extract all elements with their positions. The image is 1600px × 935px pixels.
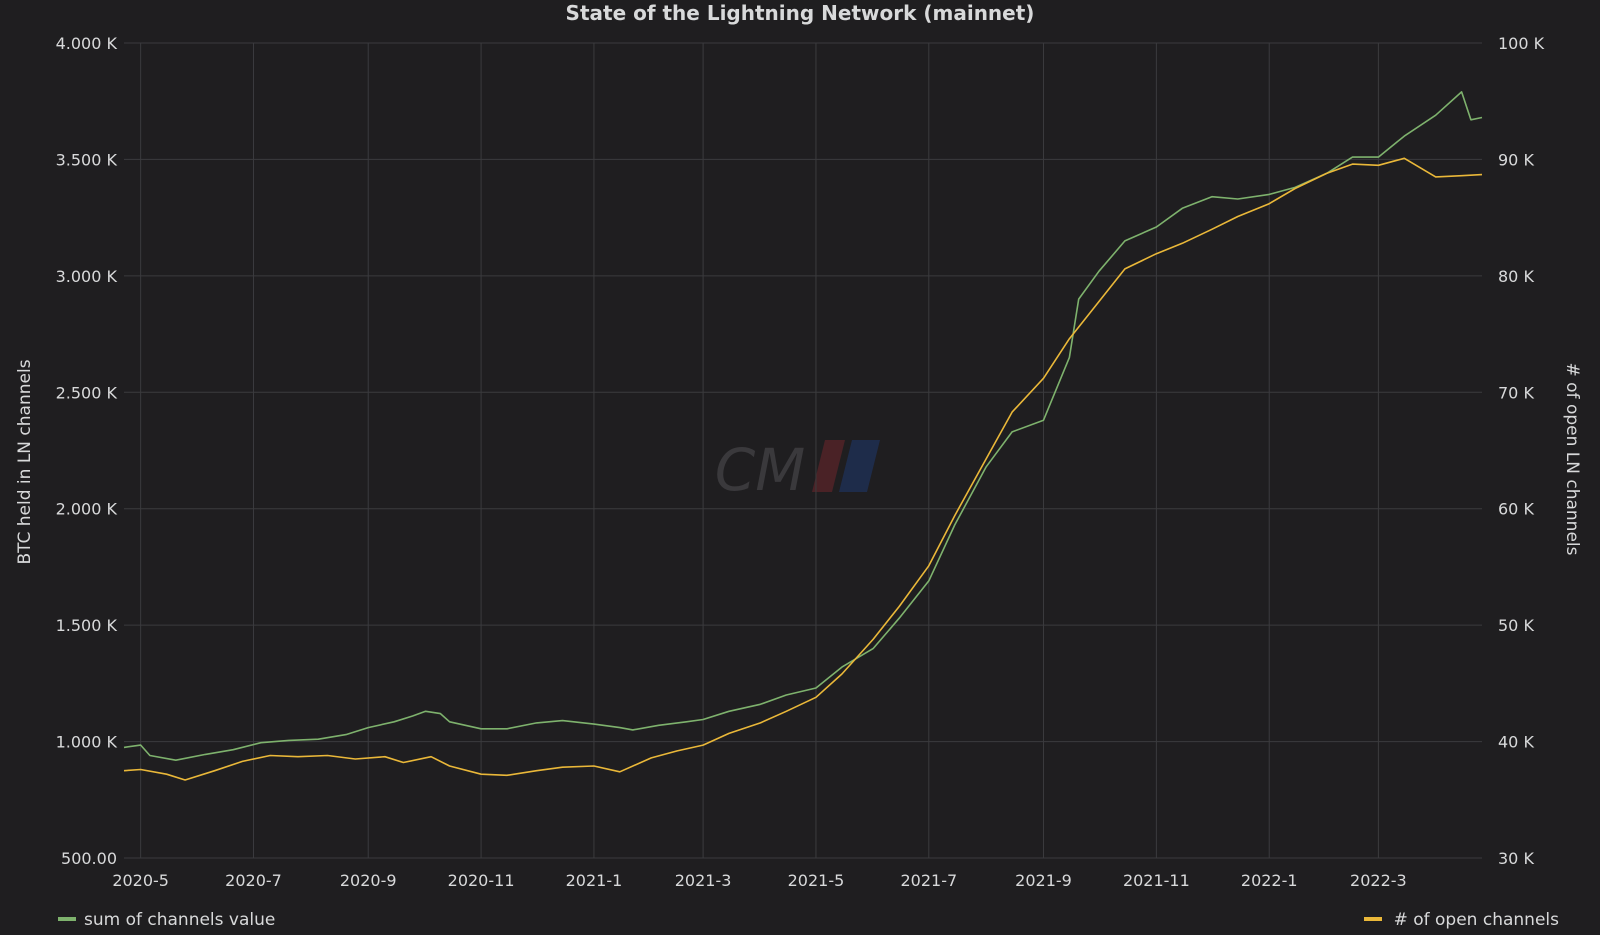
right-axis: 30 K 40 K 50 K 60 K 70 K 80 K 90 K 100 K <box>1498 34 1545 868</box>
x-tick-label: 2021-7 <box>900 871 957 890</box>
left-tick-label: 3.500 K <box>56 150 118 169</box>
x-tick-label: 2021-3 <box>675 871 732 890</box>
x-axis: 2020-5 2020-7 2020-9 2020-11 2021-1 2021-3 202… <box>112 871 1406 890</box>
x-tick-label: 2020-9 <box>340 871 397 890</box>
left-tick-label: 1.000 K <box>56 733 118 752</box>
x-tick-label: 2022-3 <box>1350 871 1407 890</box>
watermark-logo: CM <box>715 436 880 504</box>
x-tick-label: 2020-11 <box>448 871 515 890</box>
left-axis-title: BTC held in LN channels <box>15 359 35 564</box>
legend-swatch-channels-value <box>58 917 76 921</box>
left-tick-label: 3.000 K <box>56 267 118 286</box>
right-tick-label: 80 K <box>1498 267 1534 286</box>
legend-swatch-open-channels <box>1364 917 1382 921</box>
left-tick-label: 4.000 K <box>56 34 118 53</box>
x-tick-label: 2022-1 <box>1241 871 1298 890</box>
legend: sum of channels value # of open channels <box>58 910 1559 930</box>
chart-title: State of the Lightning Network (mainnet) <box>566 1 1035 25</box>
watermark-mark-blue <box>839 440 880 492</box>
watermark-mark-red <box>812 440 845 492</box>
series-line-open-channels <box>123 157 1483 781</box>
left-tick-label: 2.000 K <box>56 500 118 519</box>
left-tick-label: 500.00 <box>61 849 117 868</box>
right-axis-title: # of open LN channels <box>1562 363 1582 556</box>
series-line-channels-value <box>123 91 1483 762</box>
left-tick-label: 1.500 K <box>56 616 118 635</box>
left-tick-label: 2.500 K <box>56 383 118 402</box>
x-tick-label: 2021-5 <box>788 871 845 890</box>
legend-label-channels-value: sum of channels value <box>84 910 275 930</box>
right-tick-label: 60 K <box>1498 500 1534 519</box>
x-tick-label: 2021-9 <box>1015 871 1072 890</box>
left-axis: 500.00 1.000 K 1.500 K 2.000 K 2.500 K 3.000 … <box>56 34 118 868</box>
series-layer <box>123 91 1483 781</box>
right-tick-label: 100 K <box>1498 34 1545 53</box>
x-tick-label: 2020-7 <box>225 871 282 890</box>
right-tick-label: 70 K <box>1498 383 1534 402</box>
legend-label-open-channels: # of open channels <box>1394 910 1560 930</box>
x-tick-label: 2021-1 <box>566 871 623 890</box>
right-tick-label: 30 K <box>1498 849 1534 868</box>
grid <box>124 42 1482 859</box>
right-tick-label: 50 K <box>1498 616 1534 635</box>
right-tick-label: 90 K <box>1498 150 1534 169</box>
right-tick-label: 40 K <box>1498 733 1534 752</box>
watermark-text: CM <box>715 436 806 504</box>
x-tick-label: 2020-5 <box>112 871 169 890</box>
x-tick-label: 2021-11 <box>1123 871 1190 890</box>
